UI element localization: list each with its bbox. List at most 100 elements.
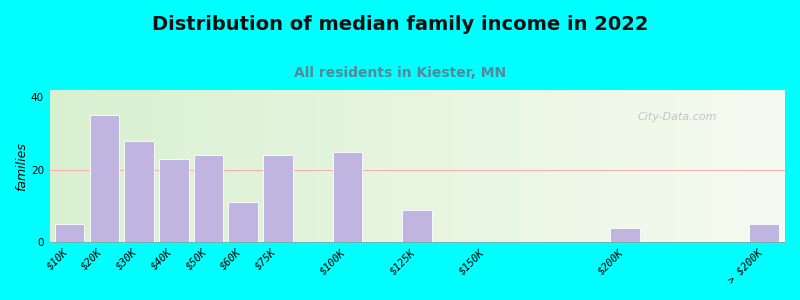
Bar — [124, 141, 154, 242]
Bar — [638, 90, 645, 242]
Bar — [674, 90, 682, 242]
Bar — [63, 90, 71, 242]
Bar — [432, 90, 439, 242]
Bar — [333, 152, 362, 242]
Bar — [86, 90, 93, 242]
Bar — [210, 90, 218, 242]
Bar — [748, 90, 755, 242]
Bar — [194, 155, 223, 242]
Bar — [770, 90, 778, 242]
Bar — [653, 90, 660, 242]
Bar — [115, 90, 122, 242]
Bar — [498, 90, 506, 242]
Bar — [90, 116, 119, 242]
Bar — [159, 159, 189, 242]
Bar — [336, 90, 343, 242]
Bar — [329, 90, 336, 242]
Bar — [579, 90, 586, 242]
Bar — [229, 202, 258, 242]
Bar — [240, 90, 247, 242]
Bar — [682, 90, 690, 242]
Bar — [122, 90, 130, 242]
Bar — [218, 90, 226, 242]
Bar — [203, 90, 210, 242]
Bar — [306, 90, 314, 242]
Bar — [299, 90, 306, 242]
Bar — [394, 90, 402, 242]
Bar — [410, 90, 417, 242]
Bar — [424, 90, 432, 242]
Bar — [263, 155, 293, 242]
Bar — [446, 90, 454, 242]
Bar — [56, 90, 63, 242]
Bar — [321, 90, 329, 242]
Bar — [343, 90, 350, 242]
Bar — [49, 90, 56, 242]
Bar — [145, 90, 152, 242]
Bar — [490, 90, 498, 242]
Bar — [469, 90, 476, 242]
Bar — [196, 90, 203, 242]
Bar — [608, 90, 616, 242]
Bar — [660, 90, 667, 242]
Bar — [520, 90, 527, 242]
Bar — [55, 224, 84, 242]
Bar — [387, 90, 394, 242]
Bar — [366, 90, 373, 242]
Bar — [763, 90, 770, 242]
Bar — [741, 90, 748, 242]
Bar — [402, 209, 432, 242]
Text: All residents in Kiester, MN: All residents in Kiester, MN — [294, 66, 506, 80]
Bar — [292, 90, 299, 242]
Bar — [233, 90, 240, 242]
Bar — [78, 90, 86, 242]
Bar — [454, 90, 461, 242]
Bar — [513, 90, 520, 242]
Bar — [380, 90, 387, 242]
Bar — [358, 90, 366, 242]
Bar — [506, 90, 513, 242]
Bar — [527, 90, 534, 242]
Bar — [226, 90, 233, 242]
Bar — [439, 90, 446, 242]
Bar — [610, 228, 640, 242]
Bar — [71, 90, 78, 242]
Bar — [534, 90, 542, 242]
Bar — [623, 90, 630, 242]
Bar — [778, 90, 785, 242]
Bar — [314, 90, 321, 242]
Bar — [594, 90, 601, 242]
Bar — [616, 90, 623, 242]
Bar — [270, 90, 277, 242]
Bar — [476, 90, 483, 242]
Bar — [734, 90, 741, 242]
Bar — [159, 90, 166, 242]
Bar — [152, 90, 159, 242]
Bar — [542, 90, 550, 242]
Bar — [630, 90, 638, 242]
Bar — [755, 90, 763, 242]
Bar — [690, 90, 697, 242]
Bar — [247, 90, 255, 242]
Bar — [750, 224, 779, 242]
Bar — [174, 90, 182, 242]
Bar — [718, 90, 726, 242]
Bar — [182, 90, 189, 242]
Bar — [284, 90, 292, 242]
Bar — [100, 90, 108, 242]
Bar — [461, 90, 469, 242]
Bar — [255, 90, 262, 242]
Bar — [262, 90, 270, 242]
Bar — [586, 90, 594, 242]
Bar — [277, 90, 284, 242]
Bar — [189, 90, 196, 242]
Bar — [108, 90, 115, 242]
Bar — [93, 90, 100, 242]
Bar — [137, 90, 145, 242]
Bar — [667, 90, 674, 242]
Y-axis label: families: families — [15, 142, 28, 190]
Bar — [601, 90, 608, 242]
Bar — [350, 90, 358, 242]
Bar — [550, 90, 557, 242]
Text: Distribution of median family income in 2022: Distribution of median family income in … — [152, 15, 648, 34]
